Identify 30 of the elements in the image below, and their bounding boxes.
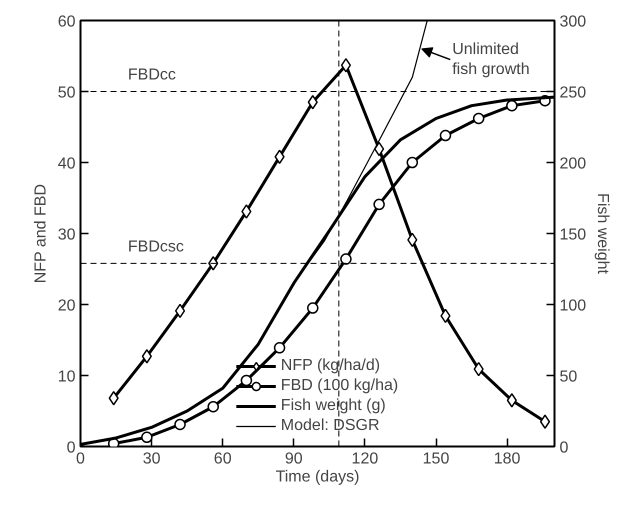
y-axis-title: NFP and FBD — [32, 184, 50, 284]
legend-label: NFP (kg/ha/d) — [280, 357, 380, 375]
y-tick-label: 0 — [66, 440, 76, 456]
legend-label: Fish weight (g) — [280, 397, 386, 415]
x-tick-label: 180 — [494, 450, 521, 468]
y-tick-label: 10 — [58, 368, 76, 386]
y-tick-label: 40 — [58, 156, 76, 172]
y-tick-label: 50 — [58, 84, 76, 102]
y-tick-label: 60 — [58, 14, 76, 30]
x-tick-label: 90 — [284, 450, 303, 468]
y-tick-label: 30 — [58, 226, 76, 244]
x-tick-label: 60 — [214, 450, 232, 468]
y2-tick-label: 0 — [560, 440, 568, 456]
y2-tick-label: 200 — [560, 156, 586, 172]
x-axis-title: Time (days) — [276, 468, 360, 486]
legend-label: FBD (100 kg/ha) — [280, 377, 398, 395]
y2-tick-label: 50 — [560, 368, 578, 386]
annotation: Unlimited fish growth — [452, 40, 530, 78]
x-tick-label: 150 — [422, 450, 450, 468]
ref-line-label: FBDcc — [128, 66, 176, 84]
y-tick-label: 20 — [58, 298, 76, 314]
y2-tick-label: 250 — [560, 84, 586, 102]
ref-line-label: FBDcsc — [128, 238, 184, 256]
legend-label: Model: DSGR — [280, 417, 380, 435]
x-tick-label: 120 — [352, 450, 378, 468]
y2-axis-title: Fish weight — [594, 193, 612, 275]
y2-tick-label: 150 — [560, 226, 586, 244]
y2-tick-label: 100 — [560, 298, 586, 314]
y2-tick-label: 300 — [560, 14, 586, 30]
x-tick-label: 30 — [142, 450, 161, 468]
